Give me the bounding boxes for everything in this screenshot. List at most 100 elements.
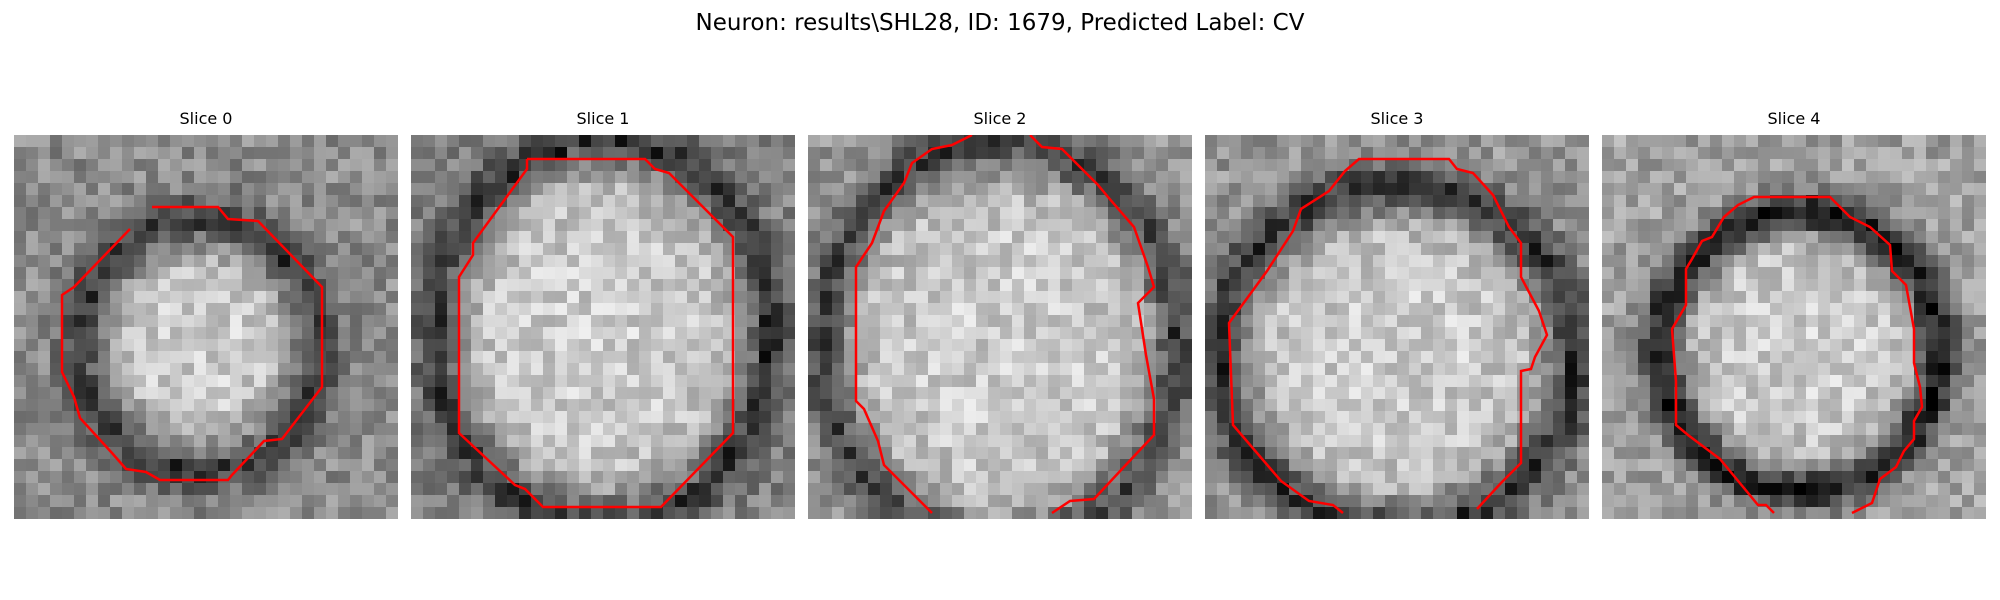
pixel xyxy=(964,435,977,448)
pixel xyxy=(952,387,965,400)
pixel xyxy=(1830,375,1843,388)
pixel xyxy=(1421,291,1434,304)
pixel xyxy=(122,159,135,172)
pixel xyxy=(1289,147,1302,160)
pixel xyxy=(362,207,375,220)
pixel xyxy=(735,339,748,352)
pixel xyxy=(820,291,833,304)
pixel xyxy=(735,219,748,232)
pixel xyxy=(1265,171,1278,184)
pixel xyxy=(1493,291,1506,304)
pixel xyxy=(603,195,616,208)
pixel xyxy=(892,207,905,220)
pixel xyxy=(916,147,929,160)
pixel xyxy=(1878,387,1891,400)
pixel xyxy=(1638,243,1651,256)
pixel xyxy=(350,387,363,400)
pixel xyxy=(1818,315,1831,328)
pixel xyxy=(543,339,556,352)
pixel xyxy=(1854,195,1867,208)
pixel xyxy=(1072,411,1085,424)
pixel xyxy=(1000,495,1013,508)
pixel xyxy=(14,423,27,436)
pixel xyxy=(447,435,460,448)
pixel xyxy=(1974,279,1986,292)
pixel xyxy=(519,195,532,208)
pixel xyxy=(218,255,231,268)
pixel xyxy=(1686,447,1699,460)
pixel xyxy=(74,135,87,148)
pixel xyxy=(1481,231,1494,244)
pixel xyxy=(459,279,472,292)
pixel xyxy=(687,483,700,496)
pixel xyxy=(531,423,544,436)
pixel xyxy=(1794,147,1807,160)
pixel xyxy=(1253,435,1266,448)
pixel xyxy=(976,171,989,184)
pixel xyxy=(1878,399,1891,412)
pixel xyxy=(1962,399,1975,412)
pixel xyxy=(1409,495,1422,508)
pixel xyxy=(1974,423,1986,436)
pixel xyxy=(1878,375,1891,388)
pixel xyxy=(940,195,953,208)
pixel xyxy=(1890,207,1903,220)
pixel xyxy=(1890,303,1903,316)
pixel xyxy=(386,387,398,400)
pixel xyxy=(976,423,989,436)
pixel xyxy=(1493,315,1506,328)
pixel xyxy=(1253,459,1266,472)
contour-line xyxy=(854,135,973,514)
pixel xyxy=(362,471,375,484)
pixel xyxy=(1926,291,1939,304)
pixel xyxy=(170,303,183,316)
pixel xyxy=(675,459,688,472)
pixel xyxy=(1108,375,1121,388)
pixel xyxy=(1902,183,1915,196)
pixel xyxy=(1602,183,1615,196)
pixel xyxy=(1698,255,1711,268)
pixel xyxy=(1421,351,1434,364)
pixel xyxy=(1842,411,1855,424)
pixel xyxy=(1156,447,1169,460)
pixel xyxy=(603,507,616,519)
pixel xyxy=(1782,303,1795,316)
pixel xyxy=(735,303,748,316)
pixel xyxy=(1650,255,1663,268)
pixel xyxy=(1241,411,1254,424)
pixel xyxy=(110,291,123,304)
pixel xyxy=(1445,291,1458,304)
pixel xyxy=(1337,135,1350,148)
pixel xyxy=(411,447,424,460)
pixel xyxy=(435,243,448,256)
pixel xyxy=(1349,363,1362,376)
pixel xyxy=(1012,243,1025,256)
pixel xyxy=(1156,147,1169,160)
pixel xyxy=(495,231,508,244)
pixel xyxy=(1686,279,1699,292)
pixel xyxy=(1229,495,1242,508)
pixel xyxy=(386,483,398,496)
pixel xyxy=(1253,363,1266,376)
pixel xyxy=(158,267,171,280)
pixel xyxy=(218,195,231,208)
pixel xyxy=(783,411,795,424)
pixel xyxy=(964,423,977,436)
pixel xyxy=(976,495,989,508)
pixel xyxy=(904,459,917,472)
pixel xyxy=(1397,219,1410,232)
pixel xyxy=(1890,291,1903,304)
pixel xyxy=(507,351,520,364)
pixel xyxy=(868,387,881,400)
pixel xyxy=(362,183,375,196)
pixel xyxy=(844,219,857,232)
pixel xyxy=(290,507,303,519)
pixel xyxy=(711,315,724,328)
pixel xyxy=(844,267,857,280)
pixel xyxy=(122,351,135,364)
pixel xyxy=(1120,351,1133,364)
pixel xyxy=(747,219,760,232)
pixel xyxy=(1577,411,1589,424)
pixel xyxy=(543,411,556,424)
pixel xyxy=(266,375,279,388)
